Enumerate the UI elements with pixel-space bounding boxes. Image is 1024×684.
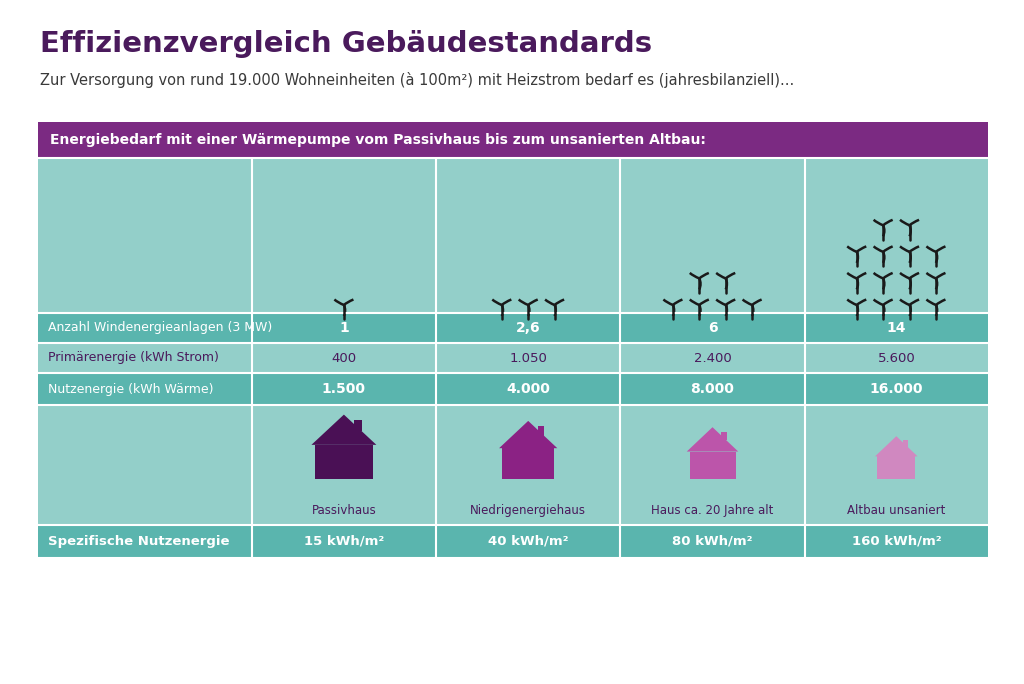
Text: Passivhaus: Passivhaus bbox=[311, 504, 376, 517]
FancyBboxPatch shape bbox=[38, 313, 988, 343]
FancyBboxPatch shape bbox=[721, 432, 727, 440]
Text: Haus ca. 20 Jahre alt: Haus ca. 20 Jahre alt bbox=[651, 504, 774, 517]
Text: Effizienzvergleich Gebäudestandards: Effizienzvergleich Gebäudestandards bbox=[40, 30, 652, 58]
Text: Energiebedarf mit einer Wärmepumpe vom Passivhaus bis zum unsanierten Altbau:: Energiebedarf mit einer Wärmepumpe vom P… bbox=[50, 133, 706, 147]
Text: 40 kWh/m²: 40 kWh/m² bbox=[488, 535, 568, 548]
Text: 2.400: 2.400 bbox=[693, 352, 731, 365]
FancyBboxPatch shape bbox=[538, 425, 545, 436]
FancyBboxPatch shape bbox=[38, 122, 988, 158]
Text: 8.000: 8.000 bbox=[690, 382, 734, 396]
FancyBboxPatch shape bbox=[354, 420, 361, 431]
Text: Anzahl Windenergieanlagen (3 MW): Anzahl Windenergieanlagen (3 MW) bbox=[48, 321, 272, 334]
FancyBboxPatch shape bbox=[502, 448, 554, 479]
Text: 160 kWh/m²: 160 kWh/m² bbox=[852, 535, 941, 548]
Text: 1: 1 bbox=[339, 321, 349, 335]
Text: Niedrigenergiehaus: Niedrigenergiehaus bbox=[470, 504, 586, 517]
Text: 1.050: 1.050 bbox=[509, 352, 547, 365]
Text: 16.000: 16.000 bbox=[869, 382, 923, 396]
Text: Nutzenergie (kWh Wärme): Nutzenergie (kWh Wärme) bbox=[48, 382, 213, 395]
Text: 2,6: 2,6 bbox=[516, 321, 541, 335]
FancyBboxPatch shape bbox=[315, 445, 373, 479]
Text: 14: 14 bbox=[887, 321, 906, 335]
FancyBboxPatch shape bbox=[38, 343, 988, 373]
Polygon shape bbox=[876, 436, 918, 456]
FancyBboxPatch shape bbox=[878, 456, 915, 479]
FancyBboxPatch shape bbox=[903, 440, 908, 447]
Text: 4.000: 4.000 bbox=[506, 382, 550, 396]
Text: Primärenergie (kWh Strom): Primärenergie (kWh Strom) bbox=[48, 352, 219, 365]
Text: 1.500: 1.500 bbox=[322, 382, 366, 396]
FancyBboxPatch shape bbox=[38, 373, 988, 405]
FancyBboxPatch shape bbox=[38, 525, 988, 558]
Text: Spezifische Nutzenergie: Spezifische Nutzenergie bbox=[48, 535, 229, 548]
Polygon shape bbox=[687, 428, 738, 451]
Text: 5.600: 5.600 bbox=[878, 352, 915, 365]
Text: Zur Versorgung von rund 19.000 Wohneinheiten (à 100m²) mit Heizstrom bedarf es (: Zur Versorgung von rund 19.000 Wohneinhe… bbox=[40, 72, 795, 88]
Polygon shape bbox=[499, 421, 557, 448]
Text: 400: 400 bbox=[332, 352, 356, 365]
FancyBboxPatch shape bbox=[689, 451, 735, 479]
Text: 80 kWh/m²: 80 kWh/m² bbox=[672, 535, 753, 548]
Text: 6: 6 bbox=[708, 321, 718, 335]
Text: Altbau unsaniert: Altbau unsaniert bbox=[847, 504, 945, 517]
FancyBboxPatch shape bbox=[38, 122, 988, 558]
Polygon shape bbox=[311, 415, 377, 445]
Text: 15 kWh/m²: 15 kWh/m² bbox=[304, 535, 384, 548]
